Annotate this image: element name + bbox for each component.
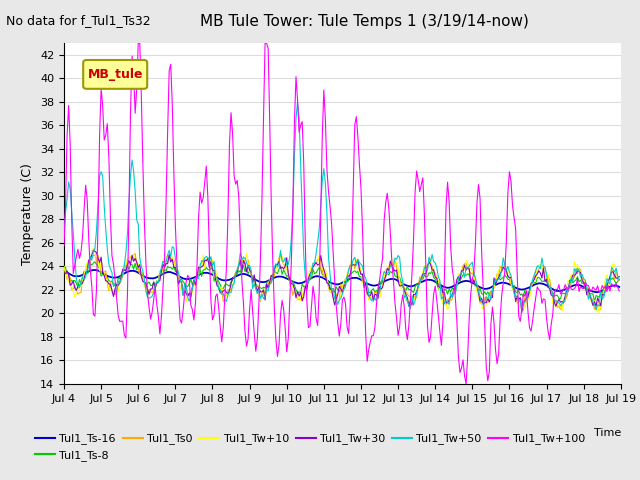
Tul1_Tw+30 [227, 281, 235, 287]
Tul1_Ts0 [131, 251, 139, 256]
Line: Tul1_Tw+10: Tul1_Tw+10 [64, 248, 620, 313]
Tul1_Tw+10 [130, 251, 138, 257]
Tul1_Tw+100 [462, 381, 470, 387]
Text: Time: Time [593, 428, 621, 438]
Tul1_Tw+10 [586, 294, 594, 300]
Tul1_Ts-16 [305, 276, 312, 282]
Line: Tul1_Ts0: Tul1_Ts0 [64, 253, 620, 310]
Tul1_Tw+30 [305, 276, 312, 281]
Tul1_Tw+100 [60, 243, 68, 249]
Tul1_Tw+10 [255, 292, 263, 298]
Tul1_Ts0 [520, 307, 527, 313]
Tul1_Ts0 [60, 267, 68, 273]
Tul1_Ts-8 [305, 279, 312, 285]
Tul1_Tw+100 [616, 288, 623, 294]
Tul1_Ts-8 [591, 299, 598, 304]
Tul1_Tw+30 [130, 258, 138, 264]
Tul1_Tw+10 [595, 310, 603, 316]
Tul1_Ts0 [227, 287, 235, 292]
Tul1_Ts-8 [91, 259, 99, 264]
Tul1_Tw+100 [227, 110, 235, 116]
Tul1_Tw+50 [305, 279, 312, 285]
Tul1_Ts-8 [130, 266, 138, 272]
Legend: Tul1_Ts-16, Tul1_Ts-8, Tul1_Ts0, Tul1_Tw+10, Tul1_Tw+30, Tul1_Tw+50, Tul1_Tw+100: Tul1_Ts-16, Tul1_Ts-8, Tul1_Ts0, Tul1_Tw… [31, 429, 589, 465]
Text: MB Tule Tower: Tule Temps 1 (3/19/14-now): MB Tule Tower: Tule Temps 1 (3/19/14-now… [200, 14, 529, 29]
Line: Tul1_Tw+50: Tul1_Tw+50 [64, 102, 620, 310]
Tul1_Tw+30 [616, 274, 623, 279]
Text: No data for f_Tul1_Ts32: No data for f_Tul1_Ts32 [6, 14, 151, 27]
Tul1_Ts-16 [592, 289, 600, 295]
Tul1_Tw+100 [134, 40, 142, 46]
Tul1_Tw+50 [616, 277, 623, 283]
Tul1_Ts0 [255, 284, 263, 290]
Tul1_Ts-8 [227, 279, 235, 285]
Tul1_Tw+30 [255, 284, 263, 290]
Tul1_Ts-16 [586, 288, 594, 293]
Tul1_Ts0 [246, 264, 253, 270]
Tul1_Tw+10 [616, 275, 623, 281]
Tul1_Tw+100 [246, 306, 253, 312]
Y-axis label: Temperature (C): Temperature (C) [22, 163, 35, 264]
Tul1_Ts-8 [616, 276, 623, 282]
Line: Tul1_Tw+100: Tul1_Tw+100 [64, 43, 620, 384]
Line: Tul1_Tw+30: Tul1_Tw+30 [64, 250, 620, 312]
Tul1_Tw+50 [592, 307, 600, 312]
Tul1_Ts-16 [616, 284, 623, 290]
Tul1_Tw+100 [305, 324, 312, 330]
Tul1_Tw+10 [60, 264, 68, 269]
Tul1_Tw+50 [60, 233, 68, 239]
Tul1_Tw+10 [246, 269, 253, 275]
Tul1_Tw+50 [253, 291, 261, 297]
Tul1_Tw+50 [128, 157, 136, 163]
Tul1_Tw+50 [294, 99, 301, 105]
Tul1_Ts0 [616, 277, 623, 283]
Tul1_Tw+50 [244, 264, 252, 270]
Tul1_Ts-8 [60, 264, 68, 269]
Tul1_Tw+10 [305, 272, 312, 277]
Tul1_Ts-16 [246, 273, 253, 279]
Tul1_Tw+10 [91, 245, 99, 251]
Tul1_Ts0 [128, 257, 136, 263]
Text: MB_tule: MB_tule [88, 68, 143, 81]
Tul1_Ts-8 [586, 291, 594, 297]
Tul1_Tw+50 [226, 289, 234, 295]
Tul1_Ts-16 [255, 278, 263, 284]
Tul1_Tw+100 [128, 53, 136, 59]
Tul1_Tw+30 [518, 310, 525, 315]
Tul1_Tw+30 [90, 247, 97, 253]
Line: Tul1_Ts-16: Tul1_Ts-16 [64, 270, 620, 292]
Tul1_Tw+100 [588, 288, 595, 294]
Tul1_Ts-8 [246, 268, 253, 274]
Tul1_Tw+30 [588, 297, 595, 303]
Tul1_Ts-16 [130, 268, 138, 274]
Line: Tul1_Ts-8: Tul1_Ts-8 [64, 262, 620, 301]
Tul1_Tw+30 [246, 267, 253, 273]
Tul1_Ts0 [305, 276, 312, 282]
Tul1_Ts-16 [90, 267, 97, 273]
Tul1_Ts0 [588, 296, 595, 301]
Tul1_Ts-16 [227, 276, 235, 282]
Tul1_Ts-8 [255, 285, 263, 291]
Tul1_Tw+100 [255, 300, 263, 306]
Tul1_Tw+10 [227, 282, 235, 288]
Tul1_Tw+30 [60, 271, 68, 276]
Tul1_Tw+50 [586, 291, 594, 297]
Tul1_Ts-16 [60, 268, 68, 274]
